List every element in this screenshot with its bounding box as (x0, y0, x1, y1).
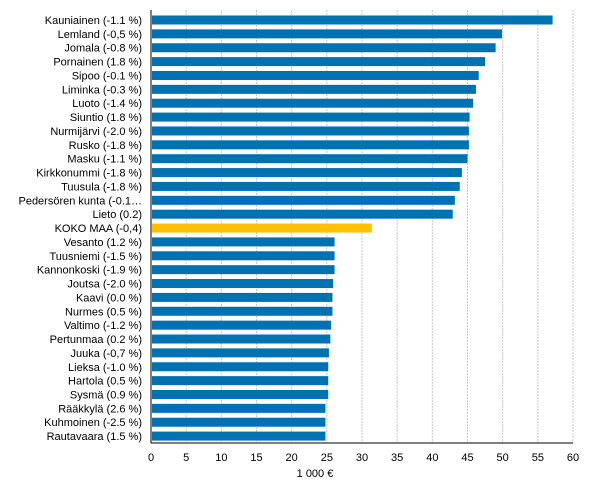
category-label: Juuka (-0,7 %) (70, 348, 142, 360)
category-label: Jomala (-0.8 %) (64, 43, 142, 55)
category-label: Hartola (0.5 %) (68, 376, 142, 388)
bar (152, 265, 335, 275)
bar (152, 195, 455, 205)
bar (152, 112, 470, 122)
bar (152, 237, 335, 247)
x-tick-label: 50 (497, 452, 509, 464)
x-tick-label: 35 (391, 452, 403, 464)
category-label: Nurmes (0.5 %) (65, 306, 142, 318)
bar (152, 154, 468, 164)
bar (152, 403, 326, 413)
x-tick-label: 45 (461, 452, 473, 464)
category-label: Sysmä (0.9 %) (70, 389, 142, 401)
x-tick-label: 10 (215, 452, 227, 464)
bar (152, 29, 502, 39)
bar (152, 209, 453, 219)
category-label: Rautavaara (1.5 %) (47, 431, 142, 443)
bar (152, 223, 372, 233)
bar (152, 251, 335, 261)
category-label: Tuusniemi (-1.5 %) (49, 251, 142, 263)
x-tick-label: 20 (286, 452, 298, 464)
category-label: KOKO MAA (-0,4) (55, 223, 142, 235)
bar (152, 279, 334, 289)
bar (152, 57, 486, 67)
bars (152, 15, 553, 441)
bar (152, 84, 476, 94)
category-label: Rääkkylä (2.6 %) (58, 403, 142, 415)
category-label: Kaavi (0.0 %) (76, 292, 142, 304)
bar (152, 362, 329, 372)
x-tick-label: 40 (426, 452, 438, 464)
category-label: Pedersören kunta (-0.1… (18, 195, 142, 207)
bar (152, 70, 479, 80)
bar (152, 15, 553, 25)
x-tick-label: 15 (250, 452, 262, 464)
category-label: Joutsa (-2.0 %) (67, 279, 142, 291)
bar (152, 417, 326, 427)
x-tick-label: 60 (567, 452, 579, 464)
x-tick-label: 25 (321, 452, 333, 464)
category-label: Liminka (-0.3 %) (62, 84, 142, 96)
bar (152, 431, 326, 441)
category-label: Vesanto (1.2 %) (64, 237, 142, 249)
category-label: Tuusula (-1.8 %) (61, 181, 142, 193)
category-label: Lieto (0.2) (92, 209, 142, 221)
bar (152, 334, 331, 344)
category-label: Lemland (-0,5 %) (58, 29, 142, 41)
category-label: Kannonkoski (-1.9 %) (37, 265, 142, 277)
x-tick-label: 5 (183, 452, 189, 464)
category-label: Siuntio (1.8 %) (70, 112, 142, 124)
bar (152, 126, 469, 136)
bar (152, 376, 329, 386)
bar (152, 320, 332, 330)
bar (152, 348, 329, 358)
category-label: Kirkkonummi (-1.8 %) (36, 168, 142, 180)
x-tick-label: 55 (532, 452, 544, 464)
category-label: Valtimo (-1.2 %) (64, 320, 142, 332)
category-label: Sipoo (-0.1 %) (72, 70, 142, 82)
category-label: Kauniainen (-1.1 %) (45, 15, 142, 27)
bar (152, 306, 333, 316)
category-labels: Kauniainen (-1.1 %) Lemland (-0,5 %) Jomal… (18, 15, 142, 443)
bar (152, 98, 474, 108)
bar (152, 43, 496, 53)
bar (152, 168, 462, 178)
category-label: Luoto (-1.4 %) (72, 98, 142, 110)
x-tick-labels: 0 5 10 15 20 25 30 35 40 45 50 55 60 (148, 452, 579, 464)
x-tick-label: 30 (356, 452, 368, 464)
category-label: Pornainen (1.8 %) (53, 57, 142, 69)
category-label: Nurmijärvi (-2.0 %) (50, 126, 142, 138)
x-tick-label: 0 (148, 452, 154, 464)
category-label: Masku (-1.1 %) (67, 154, 142, 166)
bar (152, 292, 333, 302)
x-axis-label: 1 000 € (297, 468, 334, 480)
bar (152, 181, 460, 191)
category-label: Rusko (-1.8 %) (69, 140, 142, 152)
bar (152, 389, 329, 399)
category-label: Pertunmaa (0.2 %) (50, 334, 142, 346)
category-label: Lieksa (-1.0 %) (68, 362, 142, 374)
category-label: Kuhmoinen (-2.5 %) (44, 417, 142, 429)
bar (152, 140, 469, 150)
